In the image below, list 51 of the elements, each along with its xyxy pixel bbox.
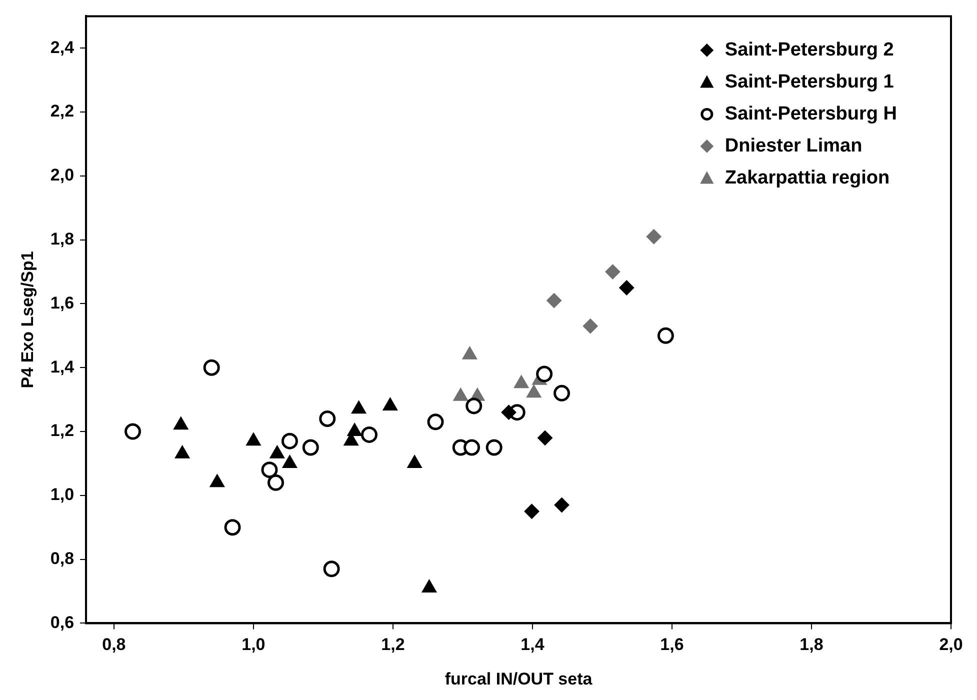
y-tick-label: 1,8 — [50, 230, 74, 249]
y-tick-label: 1,2 — [50, 421, 74, 440]
x-tick-label: 1,8 — [800, 635, 824, 654]
legend-label: Saint-Petersburg 1 — [724, 71, 894, 92]
point — [319, 410, 336, 427]
point — [323, 560, 340, 578]
point — [582, 318, 598, 334]
x-tick-label: 1,0 — [242, 635, 266, 654]
x-tick-label: 1,4 — [520, 635, 545, 654]
x-tick-label: 1,6 — [660, 635, 684, 654]
point — [657, 327, 674, 344]
point — [261, 462, 278, 478]
legend-label: Dniester Liman — [724, 135, 862, 156]
point — [536, 366, 553, 382]
x-tick-label: 2,0 — [939, 635, 963, 654]
y-tick-label: 1,4 — [50, 357, 75, 376]
x-axis-title: furcal IN/OUT seta — [444, 669, 593, 688]
y-tick-label: 1,6 — [50, 293, 74, 312]
point — [464, 439, 480, 456]
legend-label: Zakarpattia region — [724, 167, 890, 188]
legend-label: Saint-Petersburg H — [724, 103, 898, 124]
y-tick-label: 2,0 — [50, 166, 74, 185]
y-axis-title: P4 Exo Lseg/Sp1 — [18, 251, 37, 388]
point — [554, 497, 570, 512]
point — [124, 423, 142, 440]
point — [360, 426, 378, 443]
point — [546, 293, 562, 308]
y-tick-label: 2,4 — [50, 38, 75, 57]
point — [554, 384, 570, 402]
point — [486, 439, 502, 456]
y-tick-label: 1,0 — [50, 485, 74, 504]
point — [538, 430, 553, 446]
point — [619, 280, 634, 296]
legend-label: Saint-Petersburg 2 — [724, 39, 894, 60]
point — [466, 398, 482, 414]
y-tick-label: 0,8 — [50, 548, 74, 568]
point — [224, 519, 241, 536]
point — [422, 580, 437, 593]
y-tick-label: 0,6 — [50, 612, 74, 632]
point — [281, 432, 298, 450]
x-tick-label: 0,8 — [102, 635, 126, 654]
point — [268, 474, 284, 491]
point — [302, 439, 319, 456]
point — [427, 414, 444, 430]
x-tick-label: 1,2 — [381, 635, 405, 654]
point — [646, 229, 662, 244]
point — [203, 359, 220, 376]
point — [501, 404, 516, 420]
point — [524, 504, 540, 519]
y-tick-label: 2,2 — [50, 102, 74, 121]
point — [605, 264, 620, 280]
